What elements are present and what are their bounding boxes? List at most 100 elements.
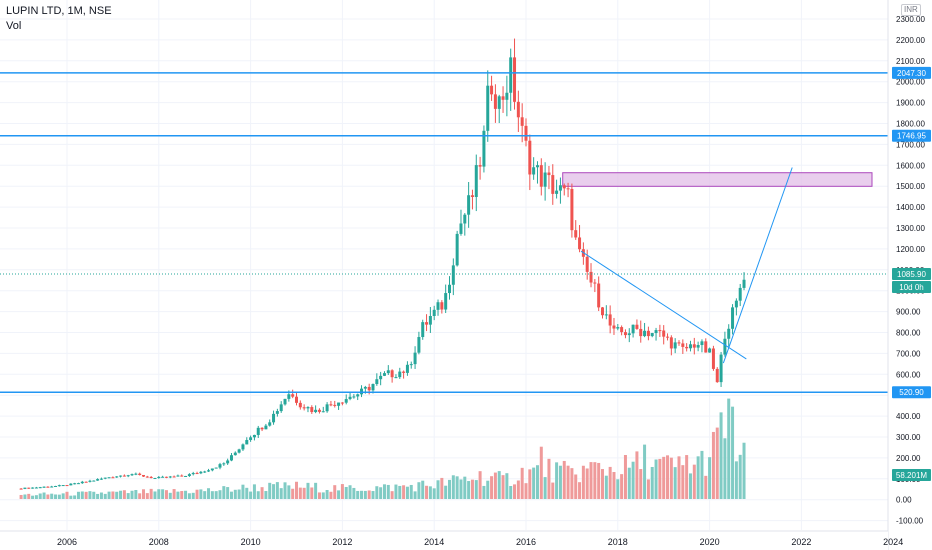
- volume-bar: [696, 456, 700, 499]
- candle-body: [84, 481, 88, 483]
- volume-bar: [620, 474, 624, 499]
- candle-body: [191, 473, 195, 475]
- volume-bar: [627, 467, 631, 499]
- candle-body: [23, 487, 27, 489]
- volume-bar: [685, 455, 689, 499]
- candle-body: [692, 344, 696, 348]
- candle-body: [298, 402, 302, 408]
- candle-body: [115, 476, 119, 478]
- candle-body: [727, 328, 731, 339]
- candle-body: [688, 344, 692, 349]
- candle-body: [597, 283, 601, 308]
- candle-body: [731, 307, 735, 329]
- volume-bar: [80, 491, 84, 499]
- volume-bar: [237, 489, 241, 499]
- volume-bar: [558, 465, 562, 499]
- candle-body: [696, 345, 700, 348]
- candle-body: [356, 394, 360, 397]
- candle-body: [264, 425, 268, 430]
- candle-body: [317, 409, 321, 412]
- y-tick-label: 1400.00: [896, 203, 925, 212]
- volume-bar: [593, 462, 597, 499]
- volume-bar: [145, 493, 149, 499]
- candle-body: [532, 167, 536, 175]
- volume-bar: [448, 479, 451, 499]
- trendline: [580, 250, 747, 360]
- volume-bar: [738, 454, 742, 499]
- volume-bar: [130, 490, 134, 499]
- volume-bar: [589, 462, 593, 499]
- candle-body: [122, 475, 126, 477]
- volume-bar: [555, 462, 559, 499]
- candle-body: [723, 338, 727, 355]
- volume-bar: [348, 485, 352, 499]
- candle-body: [287, 394, 291, 399]
- candle-body: [444, 293, 448, 310]
- volume-bar: [490, 476, 494, 499]
- volume-value-label-bg: [892, 469, 931, 481]
- volume-bar: [669, 457, 673, 499]
- candle-body: [31, 487, 35, 489]
- candle-body: [524, 125, 528, 141]
- bar-countdown-label-bg: [892, 280, 931, 293]
- candle-body: [516, 101, 520, 118]
- candle-body: [76, 483, 80, 485]
- volume-bar: [666, 455, 670, 499]
- candle-body: [425, 322, 429, 325]
- volume-bar: [283, 482, 287, 499]
- candle-body: [520, 117, 524, 126]
- candle-body: [738, 287, 742, 301]
- volume-bar: [164, 490, 168, 499]
- volume-bar: [214, 491, 218, 499]
- y-tick-label: 1900.00: [896, 99, 925, 108]
- candle-body: [413, 352, 417, 365]
- last-price-label: 1085.90: [897, 270, 926, 279]
- candle-body: [42, 486, 46, 488]
- volume-bar: [168, 492, 172, 499]
- volume-bar: [405, 486, 409, 499]
- volume-bar: [180, 491, 184, 499]
- volume-bar: [574, 474, 578, 499]
- candle-body: [677, 342, 681, 344]
- y-tick-label: 2200.00: [896, 36, 925, 45]
- candle-body: [455, 233, 459, 266]
- volume-bar: [153, 491, 157, 499]
- candle-body: [333, 404, 337, 406]
- candle-body: [528, 140, 532, 175]
- y-tick-label: 0.00: [896, 496, 912, 505]
- candle-body: [50, 486, 54, 488]
- volume-bar: [191, 492, 195, 499]
- volume-bar: [394, 484, 398, 499]
- candle-body: [302, 407, 306, 409]
- volume-bar: [731, 406, 735, 499]
- volume-bar: [727, 398, 731, 499]
- volume-bar: [562, 460, 566, 499]
- volume-bar: [463, 476, 467, 499]
- candle-body: [482, 130, 486, 167]
- volume-bar: [734, 461, 738, 499]
- candle-body: [436, 302, 440, 310]
- volume-bar: [616, 479, 620, 499]
- y-tick-label: 1600.00: [896, 161, 925, 170]
- volume-bar: [272, 484, 276, 499]
- candle-body: [673, 342, 677, 349]
- volume-bar: [226, 487, 230, 499]
- volume-bar: [222, 486, 226, 499]
- volume-bar: [428, 486, 432, 499]
- candle-body: [214, 467, 218, 469]
- currency-button[interactable]: INR: [901, 4, 921, 16]
- candle-body: [310, 407, 314, 413]
- volume-bar: [57, 494, 61, 499]
- candle-body: [107, 477, 111, 479]
- volume-bar: [107, 491, 111, 499]
- candle-body: [279, 404, 283, 412]
- candle-body: [161, 476, 165, 478]
- candle-body: [585, 256, 589, 272]
- volume-bar: [543, 477, 547, 499]
- volume-bar: [451, 475, 455, 499]
- candle-body: [486, 85, 490, 131]
- candle-body: [719, 354, 723, 383]
- volume-bar: [203, 491, 207, 499]
- volume-bar: [623, 455, 627, 499]
